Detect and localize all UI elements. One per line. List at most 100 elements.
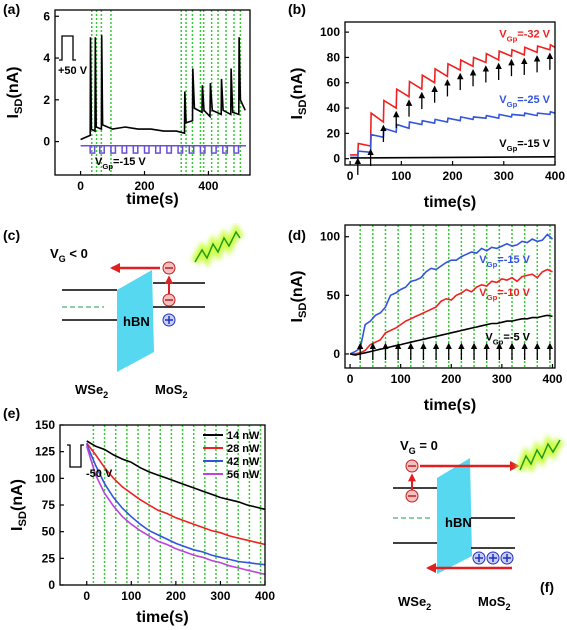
- gate-label-part: V: [50, 246, 59, 261]
- series-line: [349, 233, 554, 355]
- x-axis-label: time(s): [424, 194, 476, 211]
- hole: [472, 551, 486, 565]
- gate-pulse: [166, 145, 173, 154]
- y-axis-label: ISD(nA): [289, 271, 309, 323]
- panel-label: (a): [3, 1, 20, 17]
- gate-pulse: [222, 145, 229, 154]
- y-tick-label: 2: [43, 93, 50, 107]
- gate-label-part: < 0: [66, 246, 88, 261]
- y-axis-label-part: SD: [17, 511, 29, 527]
- x-tick-label: 400: [255, 589, 275, 603]
- y-axis-label-part: I: [9, 527, 26, 531]
- x-axis-label: time(s): [136, 609, 188, 626]
- material-label-part: WSe: [75, 382, 103, 397]
- x-tick-label: 300: [210, 589, 230, 603]
- material-label-part: MoS: [478, 594, 506, 609]
- hole: [162, 313, 176, 327]
- x-tick-label: 0: [77, 179, 84, 193]
- electron: [405, 459, 419, 473]
- inset-pulse-icon: [67, 444, 84, 468]
- series-label-part: V: [499, 28, 507, 40]
- x-tick-label: 100: [391, 169, 411, 183]
- y-axis-label-part: SD: [13, 98, 25, 114]
- y-tick-label: 80: [327, 50, 341, 64]
- pulse-label-part: V: [95, 156, 103, 168]
- electron: [405, 489, 419, 503]
- series-label-part: =-10 V: [497, 287, 530, 299]
- series-label-part: =-5 V: [503, 331, 530, 343]
- gate-pulse: [132, 145, 139, 154]
- x-tick-label: 300: [494, 169, 514, 183]
- series-label-part: V: [479, 287, 487, 299]
- x-axis-label: time(s): [424, 397, 476, 414]
- y-tick-label: 100: [320, 25, 340, 39]
- gate-label-part: = 0: [416, 438, 438, 453]
- diagram-f: (f) VG = 0 hBN WSe2 MoS2: [393, 434, 564, 612]
- series-label-part: V: [479, 254, 487, 266]
- series-line: [350, 43, 555, 156]
- y-tick-label: 6: [43, 9, 50, 23]
- legend-label: 14 nW: [227, 430, 260, 442]
- material-label: WSe2: [398, 594, 431, 612]
- x-tick-label: 200: [441, 372, 461, 386]
- x-tick-label: 100: [121, 589, 141, 603]
- series-label-part: Gp: [487, 260, 498, 269]
- y-axis-label-part: (nA): [289, 271, 306, 303]
- panel-label: (c): [3, 227, 20, 243]
- gate-pulse: [188, 145, 195, 154]
- series-label: VGp=-25 V: [499, 94, 550, 109]
- panel-label: (e): [3, 405, 20, 421]
- y-tick-label: 0: [43, 135, 50, 149]
- hole: [500, 551, 514, 565]
- gate-pulse: [199, 145, 206, 154]
- gate-pulse: [89, 145, 96, 154]
- barrier: [437, 458, 472, 574]
- series-label-part: Gp: [487, 293, 498, 302]
- photon: [515, 434, 564, 474]
- series-line: [350, 110, 555, 159]
- y-axis-label-part: I: [5, 114, 22, 118]
- series-label-part: =-15 V: [517, 138, 550, 150]
- series-line: [350, 268, 553, 355]
- photon: [191, 223, 244, 268]
- y-tick-label: 60: [327, 76, 341, 90]
- y-tick-label: 4: [43, 51, 50, 65]
- material-label-part: 2: [182, 390, 187, 400]
- y-tick-label: 0: [333, 152, 340, 166]
- series-line: [85, 446, 265, 576]
- x-tick-label: 0: [347, 372, 354, 386]
- panel-label: (d): [288, 227, 306, 243]
- y-axis-label-part: I: [289, 318, 306, 322]
- material-label: MoS2: [155, 382, 188, 400]
- series-label-part: Gp: [507, 100, 518, 109]
- gate-label: VG = 0: [400, 438, 438, 456]
- series-label-part: =-15 V: [497, 254, 530, 266]
- series-label: VGp=-15 V: [479, 254, 530, 269]
- plot-area: [80, 10, 246, 175]
- panel-label: (f): [540, 579, 554, 595]
- plot-frame: [344, 224, 556, 369]
- legend-label: 28 nW: [227, 443, 260, 455]
- y-tick-label: 0: [48, 578, 55, 592]
- material-label-part: 2: [103, 390, 108, 400]
- electron: [162, 293, 176, 307]
- series-label-part: V: [485, 331, 493, 343]
- y-tick-label: 25: [42, 551, 56, 565]
- panel-label: (b): [288, 1, 306, 17]
- x-tick-label: 200: [134, 179, 154, 193]
- plot-frame: [59, 424, 266, 586]
- hole: [486, 551, 500, 565]
- series-label: VGp=-15 V: [499, 138, 550, 153]
- plot-area: [85, 425, 265, 585]
- x-tick-label: 200: [443, 169, 463, 183]
- series-label-part: Gp: [507, 34, 518, 43]
- barrier-label: hBN: [123, 314, 150, 329]
- y-tick-label: 40: [327, 101, 341, 115]
- y-axis-label-part: (nA): [5, 67, 22, 99]
- y-axis-label-part: SD: [297, 99, 309, 115]
- y-tick-label: 20: [327, 126, 341, 140]
- x-tick-label: 400: [545, 169, 565, 183]
- chart-panel: (a) VGp=-15 V 0 200 400 0 2 4 6 time(s) ISD(nA) +50…: [3, 1, 251, 208]
- gate-pulse: [210, 145, 217, 154]
